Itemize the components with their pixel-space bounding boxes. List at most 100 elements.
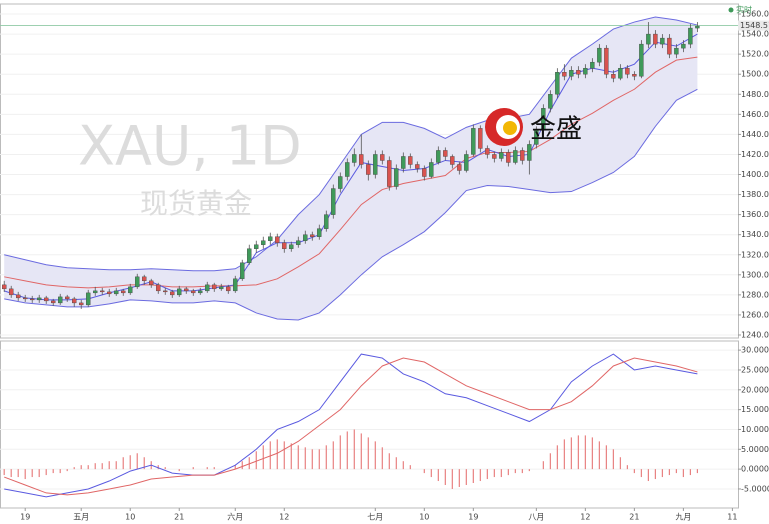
candle-body [639, 43, 644, 77]
brand-logo [485, 108, 523, 146]
candle-body [457, 164, 462, 171]
candle-body [184, 288, 189, 292]
candle-body [212, 284, 217, 290]
candle-body [170, 291, 175, 296]
candle-body [646, 33, 651, 45]
candle-body [576, 69, 581, 75]
candle-body [611, 74, 616, 79]
candle-body [373, 154, 378, 175]
x-tick-label: 九月 [675, 513, 691, 522]
candle-body [527, 144, 532, 161]
x-tick-label: 五月 [73, 513, 89, 522]
candle-body [674, 47, 679, 55]
candle-body [604, 47, 609, 75]
candle-body [100, 290, 105, 293]
y-tick-label: 1300.00 [741, 270, 769, 279]
candle-body [275, 236, 280, 243]
candle-body [569, 69, 574, 77]
candle-body [695, 25, 700, 29]
candle-body [79, 302, 84, 306]
band-lower [4, 88, 698, 321]
candle-body [121, 290, 126, 294]
overlay-line [4, 33, 698, 301]
candle-body [317, 228, 322, 237]
y-tick-label: 1400.00 [741, 170, 769, 179]
y-tick-label: 10.0000 [741, 425, 769, 434]
x-tick-label: 10 [125, 513, 135, 522]
y-tick-label: 1240.00 [741, 330, 769, 339]
candle-body [128, 286, 133, 294]
x-tick-label: 19 [20, 513, 30, 522]
candle-body [219, 286, 224, 290]
candle-body [93, 290, 98, 294]
candle-body [9, 288, 14, 296]
candle-body [107, 291, 112, 295]
candle-body [422, 168, 427, 177]
y-tick-label: 1500.00 [741, 70, 769, 79]
candle-body [163, 290, 168, 293]
band-upper [4, 16, 698, 272]
candle-body [555, 72, 560, 95]
band-area [4, 17, 698, 320]
candle-body [303, 234, 308, 241]
candle-body [37, 297, 42, 301]
candle-body [345, 162, 350, 177]
candle-body [660, 37, 665, 45]
candle-body [618, 67, 623, 79]
y-tick-label: 15.0000 [741, 405, 769, 414]
candle-body [583, 67, 588, 75]
x-tick-label: 19 [468, 513, 478, 522]
candle-body [44, 297, 49, 302]
candle-body [289, 244, 294, 249]
candle-body [331, 188, 336, 215]
y-tick-label: 20.0000 [741, 385, 769, 394]
y-tick-label: 0.0000 [741, 465, 769, 474]
candle-body [450, 156, 455, 165]
candle-body [247, 248, 252, 263]
pane-frame [0, 340, 739, 509]
candle-body [548, 94, 553, 109]
candle-body [198, 290, 203, 294]
live-dot [728, 7, 734, 13]
candle-body [226, 286, 231, 292]
candle-body [156, 284, 161, 292]
y-tick-label: -5.0000 [741, 484, 769, 493]
y-tick-label: 1540.00 [741, 30, 769, 39]
last-price-label: 1548.51 [740, 21, 769, 30]
x-tick-label: 七月 [367, 513, 383, 522]
y-tick-label: 1480.00 [741, 90, 769, 99]
candle-body [443, 150, 448, 157]
y-tick-label: 1380.00 [741, 190, 769, 199]
y-tick-label: 1460.00 [741, 110, 769, 119]
candle-body [688, 27, 693, 45]
mode-label[interactable]: 实时 [736, 5, 752, 15]
candle-body [681, 43, 686, 49]
pane-frame [0, 3, 739, 339]
x-tick-label: 12 [279, 513, 289, 522]
x-tick-label: 21 [629, 513, 639, 522]
x-tick-label: 六月 [227, 512, 243, 522]
x-tick-label: 12 [580, 513, 590, 522]
candle-body [625, 67, 630, 75]
candle-body [86, 292, 91, 306]
x-tick-label: 11 [727, 513, 737, 522]
y-tick-label: 1280.00 [741, 290, 769, 299]
candle-body [149, 280, 154, 286]
watermark-subtitle: 现货黄金 [140, 187, 252, 220]
plot-layer: 1240.00 1260.00 1280.00 1300.00 1320.00 1340.… [0, 3, 769, 522]
candle-body [261, 240, 266, 245]
candle-body [30, 298, 35, 301]
candle-body [667, 37, 672, 55]
candle-body [513, 150, 518, 163]
candle-body [72, 298, 77, 304]
candle-body [338, 176, 343, 189]
candle-body [436, 150, 441, 163]
candle-body [590, 61, 595, 69]
x-tick-label: 八月 [528, 513, 544, 522]
candle-body [135, 276, 140, 288]
brand-name: 金盛 [530, 115, 582, 145]
y-tick-label: 1520.00 [741, 50, 769, 59]
candle-body [114, 290, 119, 295]
overlay-line [4, 56, 698, 289]
